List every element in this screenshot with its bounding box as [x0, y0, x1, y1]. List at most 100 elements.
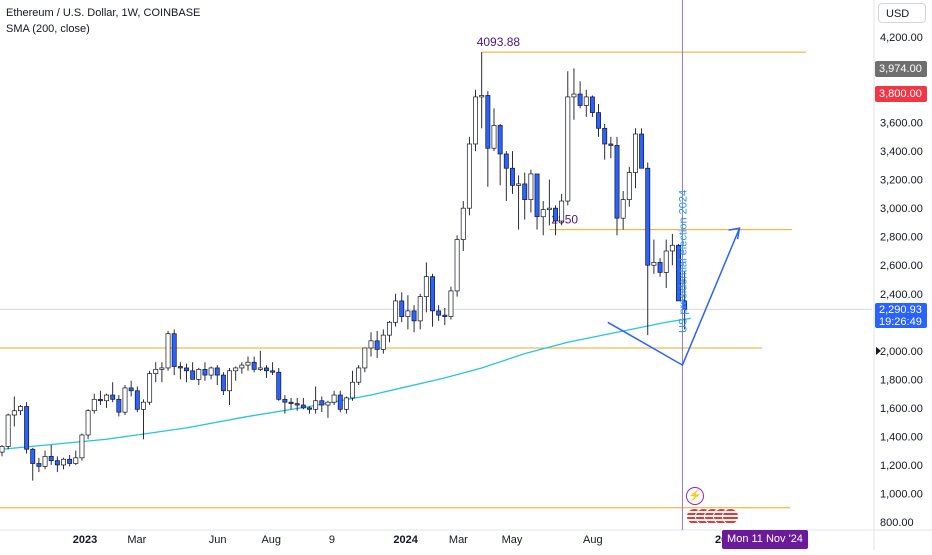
- x-tick-label: Mar: [127, 534, 146, 546]
- candle-body: [190, 370, 196, 380]
- candle-body: [516, 183, 522, 186]
- candle-body: [147, 373, 153, 403]
- level-label: 4093.88: [477, 35, 521, 49]
- candle-body: [282, 398, 288, 403]
- candle-body: [380, 334, 386, 350]
- candle-body: [676, 244, 681, 302]
- candle-body: [331, 394, 337, 403]
- candle-body: [374, 340, 380, 350]
- candle-body: [54, 460, 60, 466]
- candle-body: [639, 133, 645, 169]
- candle-body: [602, 127, 608, 145]
- x-tick-label: Aug: [261, 534, 281, 546]
- x-tick-label: May: [502, 534, 523, 546]
- candle-body: [128, 387, 134, 392]
- candle-body: [122, 387, 128, 413]
- candle-body: [442, 314, 448, 317]
- candle-body: [110, 394, 116, 400]
- candle-body: [208, 367, 214, 376]
- y-tick-label: 3,400.00: [880, 146, 923, 158]
- candle-body: [48, 456, 54, 462]
- lightning-event-icon[interactable]: ⚡: [686, 487, 704, 505]
- price-tag-grey: 3,974.00: [875, 61, 927, 77]
- candle-body: [466, 143, 472, 209]
- candle-body: [393, 300, 399, 323]
- candle-body: [245, 361, 251, 366]
- candle-body: [36, 463, 42, 467]
- candle-body: [42, 456, 48, 467]
- candle-body: [288, 401, 294, 404]
- y-tick-label: 2,600.00: [880, 260, 923, 272]
- candle-body: [196, 369, 202, 380]
- us-flags-icon[interactable]: [686, 508, 739, 525]
- candle-body: [626, 172, 632, 200]
- candle-body: [589, 96, 595, 113]
- candle-body: [546, 207, 552, 210]
- level-label: 2850: [551, 213, 578, 227]
- candle-body: [319, 400, 325, 406]
- candle-body: [540, 209, 546, 218]
- y-tick-label: 1,800.00: [880, 374, 923, 386]
- chart-legend: Ethereum / U.S. Dollar, 1W, COINBASE SMA…: [6, 5, 200, 37]
- candle-body: [270, 370, 276, 373]
- y-tick-label: 3,200.00: [880, 175, 923, 187]
- candle-body: [18, 406, 23, 412]
- candle-body: [596, 112, 602, 129]
- projection-path: [607, 227, 741, 367]
- y-tick-label: 4,200.00: [880, 32, 923, 44]
- candle-body: [632, 133, 638, 173]
- candle-body: [503, 153, 509, 169]
- candle-body: [614, 145, 620, 219]
- candle-body: [30, 448, 36, 464]
- candle-body: [657, 262, 663, 273]
- candle-body: [350, 381, 356, 399]
- last-price-tag: 2,290.93 19:26:49: [875, 303, 927, 328]
- candle-body: [251, 361, 257, 370]
- sma-200-line: [1, 317, 691, 450]
- currency-selector[interactable]: USD: [878, 3, 926, 23]
- candle-body: [430, 276, 435, 312]
- candle-body: [491, 125, 497, 149]
- candle-body: [61, 458, 66, 466]
- candle-body: [257, 367, 263, 370]
- event-label: US presidential election 2024: [677, 190, 689, 333]
- candle-body: [571, 93, 577, 98]
- y-tick-label: 2,000.00: [880, 346, 923, 358]
- candle-body: [583, 96, 589, 106]
- candle-body: [510, 167, 515, 186]
- candle-body: [669, 244, 675, 252]
- candle-body: [423, 276, 429, 297]
- indicator-label[interactable]: SMA (200, close): [6, 23, 90, 35]
- candle-body: [577, 93, 583, 106]
- candle-body: [608, 143, 614, 146]
- y-tick-label: 3,600.00: [880, 118, 923, 130]
- candle-body: [24, 406, 30, 450]
- candle-body: [460, 207, 466, 240]
- candle-body: [5, 414, 11, 447]
- candle-body: [356, 367, 362, 383]
- price-axis-pointer-icon: [876, 346, 881, 355]
- candle-body: [294, 403, 300, 406]
- candle-body: [343, 397, 349, 410]
- candle-body: [159, 367, 165, 370]
- candle-body: [177, 366, 183, 369]
- candle-body: [11, 410, 17, 416]
- candle-body: [473, 96, 479, 145]
- y-tick-label: 1,000.00: [880, 488, 923, 500]
- candle-body: [565, 96, 571, 202]
- y-tick-label: 2,800.00: [880, 232, 923, 244]
- candle-body: [405, 310, 411, 317]
- candle-body: [534, 173, 540, 218]
- candle-body: [399, 300, 405, 317]
- symbol-title[interactable]: Ethereum / U.S. Dollar, 1W, COINBASE: [6, 7, 201, 19]
- candle-body: [559, 200, 565, 222]
- candle-body: [620, 199, 626, 219]
- candle-body: [67, 458, 73, 464]
- candle-body: [202, 369, 208, 376]
- candle-body: [91, 398, 97, 412]
- candle-body: [663, 250, 669, 273]
- candle-body: [448, 290, 454, 317]
- y-tick-label: 1,400.00: [880, 431, 923, 443]
